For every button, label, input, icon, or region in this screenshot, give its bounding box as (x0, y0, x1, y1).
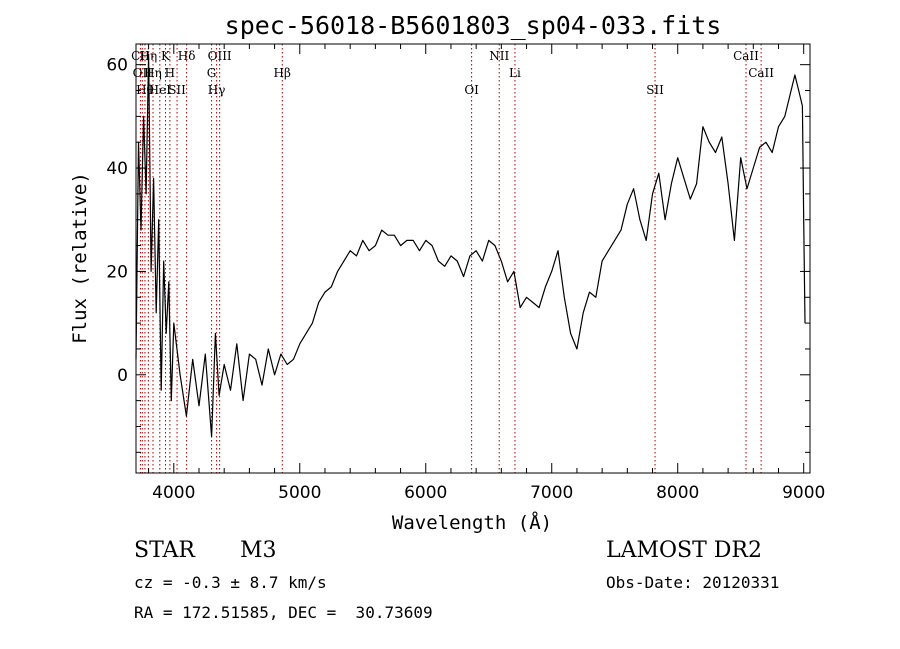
redshift-text: cz = -0.3 ± 8.7 km/s (134, 573, 327, 592)
line-label-5: HeI (149, 83, 172, 97)
survey-name: LAMOST DR2 (606, 538, 762, 563)
line-label-8: SII (168, 83, 186, 97)
x-tick-label-7000: 7000 (530, 483, 573, 503)
y-tick-label-0: 0 (117, 366, 128, 386)
spectrum-series (135, 53, 806, 438)
line-label-11: Hγ (208, 83, 226, 97)
spectral-line-labels: CIIOIIHθHηHηHeIKHSIIHδGHγOIIIHβOINIILiSI… (131, 49, 774, 97)
y-tick-label-40: 40 (106, 159, 128, 179)
plot-frame (135, 43, 811, 474)
observation-date: Obs-Date: 20120331 (606, 573, 780, 592)
x-tick-label-8000: 8000 (656, 483, 699, 503)
x-tick-label-4000: 4000 (152, 483, 195, 503)
x-axis-ticks: 4000 5000 6000 7000 8000 9000 (148, 44, 825, 503)
line-label-1: OII (133, 66, 153, 80)
line-label-14: OI (464, 83, 479, 97)
coordinates-text: RA = 172.51585, DEC = 30.73609 (134, 603, 433, 622)
y-axis-label: Flux (relative) (69, 172, 91, 344)
line-label-13: Hβ (274, 66, 291, 80)
y-axis-ticks: 0 20 40 60 (106, 56, 810, 453)
line-label-17: SII (646, 83, 664, 97)
line-label-4: Hη (144, 66, 162, 80)
line-label-15: NII (489, 49, 509, 63)
chart-title: spec-56018-B5601803_sp04-033.fits (225, 11, 722, 40)
line-label-19: CaII (748, 66, 774, 80)
line-label-18: CaII (733, 49, 759, 63)
x-tick-label-5000: 5000 (278, 483, 321, 503)
line-label-9: Hδ (178, 49, 196, 63)
spectrum-line-0 (135, 53, 806, 438)
line-label-12: OIII (208, 49, 232, 63)
y-tick-label-60: 60 (106, 56, 128, 76)
object-class: STAR (134, 538, 195, 563)
line-label-16: Li (509, 66, 521, 80)
x-tick-label-6000: 6000 (404, 483, 447, 503)
x-tick-label-9000: 9000 (782, 483, 825, 503)
spectral-line-markers (139, 44, 762, 473)
line-label-7: H (165, 66, 175, 80)
y-tick-label-20: 20 (106, 262, 128, 282)
object-subclass: M3 (240, 538, 277, 563)
line-label-6: K (161, 49, 171, 63)
line-label-10: G (207, 66, 217, 80)
x-axis-label: Wavelength (Å) (392, 511, 552, 534)
